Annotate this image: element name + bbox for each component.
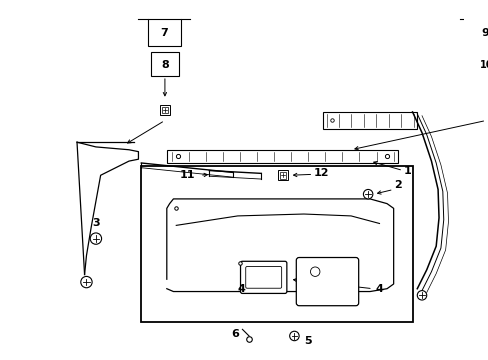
Bar: [481, 105, 488, 115]
Bar: [141, 166, 412, 322]
Text: 12: 12: [313, 168, 328, 179]
Text: 6: 6: [231, 329, 239, 339]
Text: 8: 8: [161, 60, 168, 70]
Text: 7: 7: [160, 28, 167, 39]
FancyBboxPatch shape: [245, 266, 281, 288]
Text: 3: 3: [92, 217, 100, 228]
Bar: [166, 150, 398, 163]
Bar: [471, 53, 488, 76]
Bar: [147, 19, 181, 46]
Text: 1: 1: [403, 166, 411, 176]
Text: 4: 4: [375, 284, 383, 294]
Circle shape: [363, 189, 372, 199]
Circle shape: [310, 267, 319, 276]
Text: 11: 11: [179, 170, 195, 180]
Bar: [160, 105, 169, 115]
Text: 9: 9: [480, 28, 488, 39]
Circle shape: [416, 291, 426, 300]
Bar: [150, 53, 179, 76]
Bar: [280, 172, 285, 179]
Bar: [468, 19, 488, 46]
Bar: [278, 170, 287, 180]
Circle shape: [81, 276, 92, 288]
FancyBboxPatch shape: [296, 257, 358, 306]
Text: 2: 2: [394, 180, 402, 190]
Circle shape: [90, 233, 102, 244]
Text: 5: 5: [303, 336, 311, 346]
Text: 10: 10: [479, 60, 488, 70]
Text: 4: 4: [237, 284, 245, 294]
Circle shape: [289, 331, 299, 341]
Bar: [483, 107, 488, 113]
FancyBboxPatch shape: [240, 261, 286, 293]
Bar: [322, 112, 416, 129]
Bar: [162, 107, 167, 113]
